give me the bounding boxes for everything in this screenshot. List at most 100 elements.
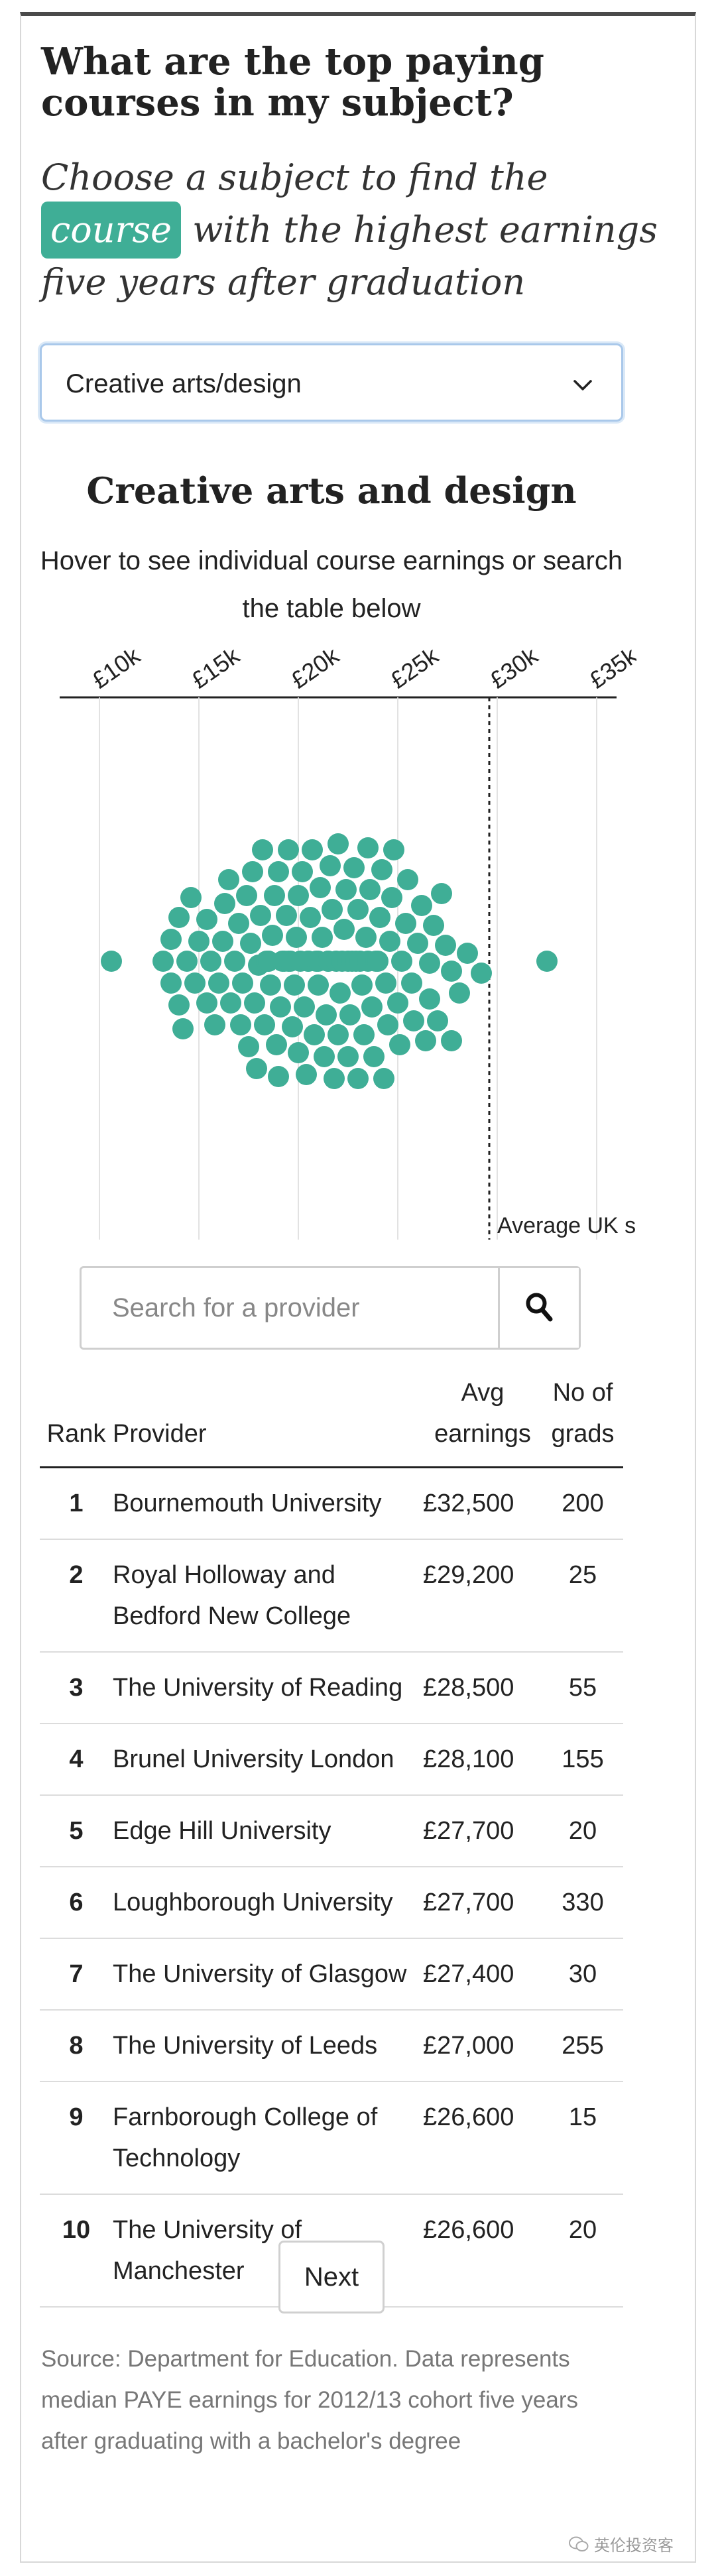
course-dot[interactable] bbox=[351, 974, 373, 996]
course-dot[interactable] bbox=[333, 919, 355, 940]
course-dot[interactable] bbox=[214, 893, 235, 914]
search-input[interactable] bbox=[82, 1268, 498, 1348]
course-dot[interactable] bbox=[371, 859, 392, 880]
header-grads[interactable]: No of grads bbox=[542, 1372, 623, 1468]
course-dot[interactable] bbox=[270, 996, 291, 1018]
course-dot[interactable] bbox=[264, 885, 285, 906]
course-dot[interactable] bbox=[236, 885, 257, 906]
course-dot[interactable] bbox=[395, 913, 416, 934]
course-dot[interactable] bbox=[431, 883, 452, 904]
course-dot[interactable] bbox=[343, 857, 365, 878]
course-dot[interactable] bbox=[240, 933, 261, 954]
course-dot[interactable] bbox=[375, 972, 396, 994]
course-dot[interactable] bbox=[296, 1064, 317, 1085]
course-dot[interactable] bbox=[278, 839, 299, 860]
course-dot[interactable] bbox=[359, 879, 381, 900]
course-dot[interactable] bbox=[322, 899, 343, 920]
course-dot[interactable] bbox=[262, 925, 283, 946]
course-dot[interactable] bbox=[282, 1016, 303, 1037]
course-dot[interactable] bbox=[208, 972, 229, 994]
course-dot[interactable] bbox=[441, 961, 462, 982]
course-dot[interactable] bbox=[320, 855, 341, 876]
course-dot[interactable] bbox=[328, 833, 349, 854]
course-dot[interactable] bbox=[363, 1046, 385, 1067]
course-dot[interactable] bbox=[355, 927, 377, 948]
course-dot[interactable] bbox=[347, 1068, 369, 1089]
course-dot[interactable] bbox=[357, 837, 379, 858]
course-dot[interactable] bbox=[339, 1004, 361, 1025]
course-dot[interactable] bbox=[449, 982, 470, 1004]
course-dot[interactable] bbox=[232, 972, 253, 994]
course-dot[interactable] bbox=[152, 951, 174, 972]
course-dot[interactable] bbox=[246, 1058, 267, 1079]
course-dot[interactable] bbox=[218, 869, 239, 890]
course-dot[interactable] bbox=[379, 931, 400, 952]
course-dot[interactable] bbox=[286, 927, 307, 948]
course-dot[interactable] bbox=[172, 1018, 194, 1039]
course-dot[interactable] bbox=[337, 1046, 359, 1067]
course-dot[interactable] bbox=[176, 951, 198, 972]
course-dot[interactable] bbox=[101, 951, 122, 972]
header-earnings[interactable]: Avg earnings bbox=[423, 1372, 542, 1468]
course-dot[interactable] bbox=[415, 1030, 436, 1051]
course-dot[interactable] bbox=[228, 913, 249, 934]
course-dot[interactable] bbox=[312, 927, 333, 948]
course-dot[interactable] bbox=[230, 1014, 251, 1035]
course-dot[interactable] bbox=[260, 974, 281, 996]
course-dot[interactable] bbox=[391, 951, 412, 972]
course-dot[interactable] bbox=[419, 953, 440, 974]
course-dot[interactable] bbox=[212, 931, 233, 952]
course-dot[interactable] bbox=[168, 907, 190, 928]
search-button[interactable] bbox=[498, 1268, 579, 1348]
course-dot[interactable] bbox=[536, 951, 558, 972]
course-dot[interactable] bbox=[266, 1034, 287, 1055]
course-dot[interactable] bbox=[435, 935, 456, 956]
course-dot[interactable] bbox=[188, 931, 209, 952]
course-dot[interactable] bbox=[347, 899, 369, 920]
course-dot[interactable] bbox=[250, 905, 271, 926]
course-dot[interactable] bbox=[377, 1014, 398, 1035]
course-dot[interactable] bbox=[310, 877, 331, 898]
course-dot[interactable] bbox=[387, 992, 408, 1014]
course-dot[interactable] bbox=[302, 839, 323, 860]
course-dot[interactable] bbox=[160, 929, 182, 950]
course-dot[interactable] bbox=[204, 1014, 225, 1035]
course-dot[interactable] bbox=[242, 861, 263, 882]
course-dot[interactable] bbox=[180, 887, 202, 908]
course-dot[interactable] bbox=[367, 951, 388, 972]
course-dot[interactable] bbox=[397, 869, 418, 890]
course-dot[interactable] bbox=[423, 915, 444, 936]
course-dot[interactable] bbox=[300, 907, 321, 928]
course-dot[interactable] bbox=[244, 992, 265, 1014]
course-dot[interactable] bbox=[268, 1066, 289, 1087]
course-dot[interactable] bbox=[361, 996, 383, 1018]
course-dot[interactable] bbox=[383, 839, 404, 860]
course-dot[interactable] bbox=[254, 1014, 275, 1035]
course-dot[interactable] bbox=[427, 1010, 448, 1031]
course-dot[interactable] bbox=[381, 887, 402, 908]
course-dot[interactable] bbox=[335, 879, 357, 900]
course-dot[interactable] bbox=[284, 974, 305, 996]
course-dot[interactable] bbox=[196, 909, 217, 930]
course-dot[interactable] bbox=[411, 895, 432, 916]
course-dot[interactable] bbox=[403, 1010, 424, 1031]
course-dot[interactable] bbox=[268, 861, 289, 882]
course-dot[interactable] bbox=[200, 951, 221, 972]
course-dot[interactable] bbox=[369, 907, 390, 928]
course-dot[interactable] bbox=[389, 1034, 410, 1055]
header-provider[interactable]: Provider bbox=[113, 1372, 423, 1468]
course-dot[interactable] bbox=[353, 1024, 375, 1045]
course-dot[interactable] bbox=[324, 1068, 345, 1089]
course-dot[interactable] bbox=[441, 1030, 462, 1051]
course-dot[interactable] bbox=[292, 861, 313, 882]
course-dot[interactable] bbox=[328, 1024, 349, 1045]
course-dot[interactable] bbox=[373, 1068, 394, 1089]
course-dot[interactable] bbox=[407, 933, 428, 954]
course-dot[interactable] bbox=[419, 988, 440, 1010]
course-dot[interactable] bbox=[196, 992, 217, 1014]
course-dot[interactable] bbox=[308, 974, 329, 996]
course-dot[interactable] bbox=[184, 972, 206, 994]
course-dot[interactable] bbox=[471, 963, 492, 984]
course-dot[interactable] bbox=[329, 982, 351, 1004]
course-dot[interactable] bbox=[316, 1004, 337, 1025]
